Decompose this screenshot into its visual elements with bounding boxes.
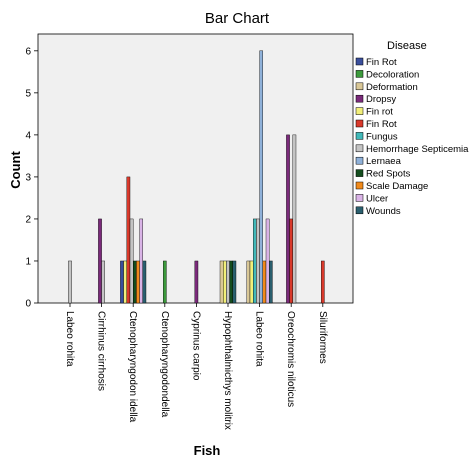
legend-swatch	[355, 119, 364, 128]
legend-item-label: Red Spots	[366, 169, 411, 180]
bar	[126, 176, 131, 304]
x-axis: Labeo rohita Cirrhinus cirrhosis Ctenophar…	[64, 303, 328, 430]
legend-item-label: Fin Rot	[366, 119, 397, 130]
x-tick-label: Cirrhinus cirrhosis	[96, 311, 107, 391]
legend-item-label: Scale Damage	[366, 181, 428, 192]
legend-swatch	[355, 132, 364, 140]
x-tick-label: Oreochromis niloticus	[285, 311, 296, 407]
bar	[226, 260, 230, 304]
legend-swatch	[355, 206, 364, 215]
legend-item-label: Ulcer	[366, 193, 388, 204]
legend-swatch	[355, 82, 364, 91]
bar	[136, 260, 140, 304]
bar	[139, 218, 144, 304]
legend-item-label: Deformation	[366, 82, 418, 93]
y-tick-label: 5	[25, 88, 31, 99]
bar	[101, 260, 105, 304]
bar	[286, 134, 290, 304]
bars	[68, 50, 325, 304]
legend-swatch	[355, 107, 364, 115]
x-tick-label: Cyprinus carpio	[190, 311, 201, 381]
bar	[229, 260, 234, 304]
legend-swatch	[355, 57, 364, 66]
chart-title: Bar Chart	[205, 10, 270, 27]
bar	[292, 134, 297, 304]
bar	[120, 260, 124, 304]
bar	[123, 260, 127, 304]
bar	[321, 260, 325, 304]
bar	[249, 260, 254, 304]
legend-item-label: Decoloration	[366, 69, 419, 80]
y-tick-label: 0	[25, 299, 31, 310]
x-tick-label: Ctenopharyngodon idella	[127, 311, 138, 423]
bar	[68, 260, 72, 304]
bar	[129, 218, 134, 304]
legend-swatch	[355, 144, 364, 153]
y-tick-label: 3	[25, 172, 31, 183]
bar	[256, 218, 260, 304]
plot-area	[37, 33, 354, 304]
bar	[252, 218, 257, 304]
legend-item-label: Lernaea	[366, 156, 402, 167]
legend-item-label: Fungus	[366, 131, 398, 142]
y-axis: 0 1 2 3 4 5 6	[25, 46, 38, 310]
bar	[262, 260, 267, 304]
legend-item-label: Dropsy	[366, 94, 396, 105]
legend-swatch	[355, 194, 364, 202]
bar	[289, 218, 294, 304]
legend-item-label: Wounds	[366, 206, 401, 217]
bar	[269, 260, 273, 304]
x-tick-label: Labeo rohita	[64, 311, 75, 367]
y-tick-label: 2	[25, 214, 31, 225]
legend: Disease Fin RotDecolorationDeformationDr…	[355, 40, 469, 217]
bar	[265, 218, 270, 304]
bar	[232, 260, 237, 304]
y-tick-label: 4	[25, 130, 31, 141]
x-tick-label: Siluriformes	[317, 311, 328, 364]
legend-swatch	[355, 181, 364, 190]
x-tick-label: Labeo rohita	[254, 311, 265, 367]
y-tick-label: 1	[25, 256, 31, 267]
legend-item-label: Fin Rot	[366, 57, 397, 68]
bar	[162, 260, 167, 304]
y-tick-label: 6	[25, 46, 31, 57]
legend-item-label: Hemorrhage Septicemia	[366, 144, 469, 155]
bar	[98, 218, 102, 304]
legend-swatch	[355, 156, 364, 165]
legend-swatch	[355, 94, 364, 103]
bar	[246, 260, 251, 304]
x-axis-title: Fish	[194, 443, 221, 458]
bar	[222, 260, 227, 304]
x-tick-label: Hypophthalmicthys molitrix	[222, 311, 233, 430]
x-tick-label: Ctenopharyngodondella	[159, 311, 170, 418]
legend-swatch	[355, 70, 364, 78]
y-axis-title: Count	[8, 151, 23, 189]
bar	[259, 50, 264, 304]
legend-swatch	[355, 169, 364, 177]
bar	[132, 260, 137, 304]
bar	[194, 260, 199, 304]
legend-title: Disease	[387, 40, 427, 52]
bar	[142, 260, 147, 304]
bar	[219, 260, 224, 304]
legend-item-label: Fin rot	[366, 107, 393, 118]
